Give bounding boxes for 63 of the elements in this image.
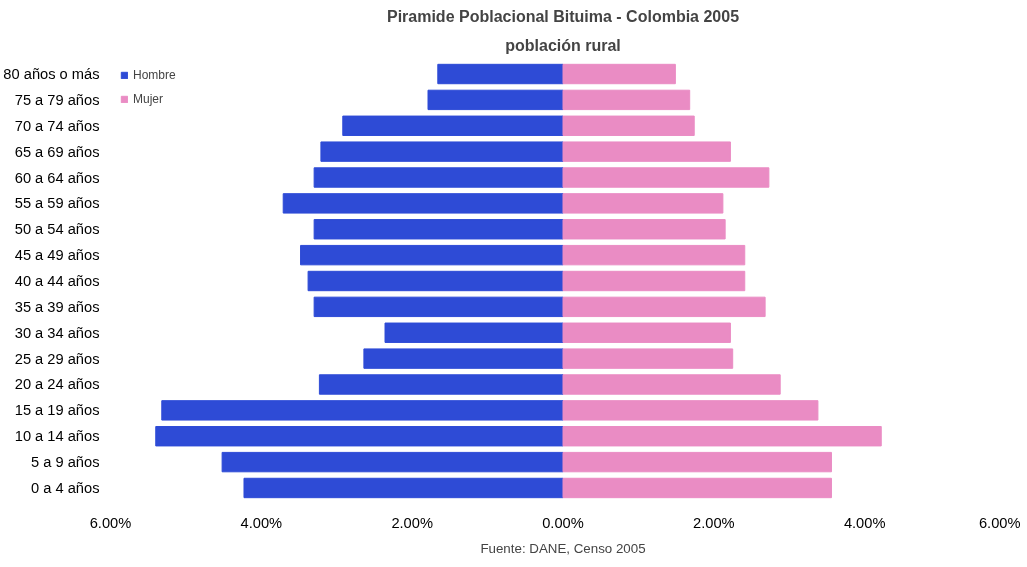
chart-title: Piramide Poblacional Bituima - Colombia 2005 bbox=[386, 7, 740, 25]
bar bbox=[427, 89, 564, 111]
bar bbox=[562, 167, 770, 188]
y-tick-label: 15 a 19 años bbox=[14, 402, 100, 419]
y-tick-label: 65 a 69 años bbox=[14, 143, 100, 160]
bar bbox=[318, 374, 564, 395]
y-tick-label: 25 a 29 años bbox=[14, 350, 100, 367]
x-tick-label: 2.00% bbox=[391, 514, 433, 531]
bar bbox=[161, 400, 564, 421]
bar bbox=[282, 193, 564, 214]
y-tick-label: 50 a 54 años bbox=[14, 221, 100, 238]
bar bbox=[562, 477, 832, 499]
bar bbox=[155, 426, 564, 447]
bar bbox=[562, 400, 819, 421]
bar bbox=[562, 193, 724, 214]
bar bbox=[313, 296, 564, 318]
bar bbox=[562, 270, 746, 292]
bar bbox=[243, 477, 564, 499]
y-tick-label: 60 a 64 años bbox=[14, 169, 100, 186]
x-tick-label: 6.00% bbox=[978, 514, 1021, 531]
y-tick-label: 45 a 49 años bbox=[14, 247, 100, 264]
bar bbox=[384, 322, 564, 343]
bar bbox=[562, 141, 731, 162]
bar bbox=[307, 270, 564, 292]
bar bbox=[300, 244, 564, 266]
bar bbox=[342, 115, 564, 136]
x-tick-label: 4.00% bbox=[240, 514, 283, 531]
bar bbox=[562, 244, 746, 266]
y-tick-label: 75 a 79 años bbox=[14, 91, 100, 108]
y-tick-label: 70 a 74 años bbox=[14, 117, 100, 134]
legend-label: Hombre bbox=[133, 68, 176, 82]
bar bbox=[221, 451, 564, 473]
source-note: Fuente: DANE, Censo 2005 bbox=[480, 540, 646, 556]
bar bbox=[562, 115, 695, 136]
y-tick-label: 80 años o más bbox=[3, 66, 100, 83]
y-tick-label: 35 a 39 años bbox=[14, 298, 100, 315]
bar bbox=[562, 89, 691, 111]
y-tick-label: 5 a 9 años bbox=[31, 454, 100, 471]
bar bbox=[363, 348, 564, 369]
bar bbox=[562, 63, 676, 85]
y-tick-label: 55 a 59 años bbox=[14, 195, 100, 212]
y-tick-label: 40 a 44 años bbox=[14, 273, 100, 289]
chart-subtitle: población rural bbox=[505, 36, 621, 54]
y-tick-label: 30 a 34 años bbox=[14, 324, 100, 341]
bar bbox=[313, 219, 564, 240]
y-tick-label: 0 a 4 años bbox=[31, 479, 100, 496]
bar bbox=[562, 451, 832, 473]
x-tick-label: 2.00% bbox=[693, 514, 735, 531]
x-tick-label: 6.00% bbox=[89, 514, 132, 531]
bar bbox=[562, 374, 781, 395]
bar bbox=[562, 322, 731, 343]
x-tick-label: 0.00% bbox=[542, 514, 584, 531]
legend-label: Mujer bbox=[133, 92, 164, 106]
bar bbox=[562, 348, 734, 369]
bar bbox=[437, 63, 564, 85]
bar bbox=[313, 167, 564, 188]
bar bbox=[320, 141, 564, 162]
x-tick-label: 4.00% bbox=[843, 514, 886, 531]
y-tick-label: 20 a 24 años bbox=[14, 376, 100, 393]
bar bbox=[562, 296, 766, 318]
bar bbox=[562, 219, 726, 240]
y-tick-label: 10 a 14 años bbox=[14, 428, 100, 445]
bar bbox=[562, 426, 882, 447]
